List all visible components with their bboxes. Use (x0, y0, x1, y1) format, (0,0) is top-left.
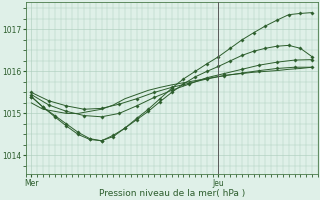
X-axis label: Pression niveau de la mer( hPa ): Pression niveau de la mer( hPa ) (99, 189, 245, 198)
